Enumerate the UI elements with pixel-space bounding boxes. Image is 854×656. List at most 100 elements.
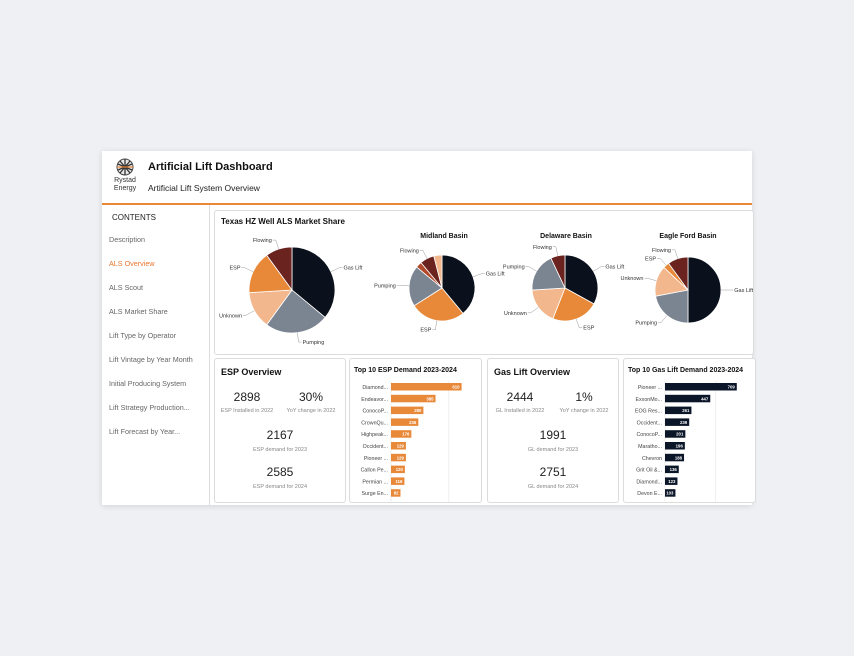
gl-overview-panel: Gas Lift Overview 2444 GL Installed in 2…	[487, 358, 619, 503]
esp_demand-bar[interactable]	[391, 442, 406, 450]
midland-pie-leader-gas-lift	[472, 273, 485, 278]
dashboard-card: Rystad Energy Artificial Lift Dashboard …	[102, 151, 756, 505]
delaware-pie-leader-gas-lift	[593, 266, 605, 272]
texas-pie-label-pumping: Pumping	[303, 340, 325, 346]
sidebar-item-lift-strategy-production[interactable]: Lift Strategy Production...	[109, 403, 190, 412]
esp_demand-bar[interactable]	[391, 418, 419, 426]
gl-demand-2024-label: GL demand for 2024	[527, 484, 579, 490]
dashboard-header: Rystad Energy Artificial Lift Dashboard …	[102, 151, 752, 205]
sidebar-item-initial-producing-system[interactable]: Initial Producing System	[109, 379, 187, 388]
sidebar-item-als-scout[interactable]: ALS Scout	[109, 283, 143, 292]
esp_demand-category-label: CrownQu...	[361, 420, 388, 426]
sidebar-item-als-market-share[interactable]: ALS Market Share	[109, 307, 168, 316]
delaware-pie-slice-gas-lift[interactable]	[564, 254, 599, 305]
esp_demand-category-label: Diamond...	[362, 385, 388, 391]
delaware-pie-label-flowing: Flowing	[533, 245, 552, 251]
texas-pie-label-gas-lift: Gas Lift	[343, 266, 362, 272]
market-share-panel: Texas HZ Well ALS Market Share Midland B…	[214, 210, 754, 355]
midland-basin-title: Midland Basin	[420, 233, 468, 240]
texas-pie-label-flowing: Flowing	[253, 238, 272, 244]
esp-demand-bar-chart: Top 10 ESP Demand 2023-20240500Diamond..…	[354, 367, 462, 502]
gl_demand-bar[interactable]	[665, 442, 685, 450]
eagle_ford-pie-slice-pumping[interactable]	[655, 289, 689, 324]
eagle_ford-pie-leader-flowing	[671, 249, 679, 259]
gl_demand-bar[interactable]	[665, 477, 678, 485]
esp_demand-bar[interactable]	[391, 383, 462, 391]
texas-pie-label-unknown: Unknown	[219, 313, 242, 319]
delaware-pie-leader-esp	[575, 318, 583, 328]
midland-pie-label-pumping: Pumping	[374, 283, 396, 289]
esp_demand-category-label: Pioneer ...	[364, 456, 388, 462]
gl_demand-bar[interactable]	[665, 394, 711, 403]
texas-pie-label-esp: ESP	[230, 266, 241, 272]
sidebar-item-als-overview[interactable]: ALS Overview	[109, 259, 155, 268]
gl_demand-bar-value-label: 136	[670, 467, 678, 472]
gl-demand-bar-chart: Top 10 Gas Lift Demand 2023-20240500Pion…	[628, 367, 743, 502]
esp_demand-category-label: Endeavor...	[361, 397, 388, 403]
texas-pie-leader-flowing	[272, 239, 279, 250]
delaware-pie-leader-flowing	[552, 246, 559, 256]
market-share-pie-charts: Gas Lift Pumping Unknown ESP Flowing Gas Lift…	[219, 238, 753, 346]
esp_demand-category-label: Highpeak...	[361, 432, 388, 438]
gl_demand-bar[interactable]	[665, 453, 685, 462]
esp_demand-bar[interactable]	[391, 465, 405, 474]
gl_demand-bar[interactable]	[665, 418, 690, 426]
esp_demand-category-label: Callon Pe...	[361, 468, 388, 474]
gl_demand-category-label: EOG Res...	[635, 409, 662, 415]
texas-pie-leader-unknown	[243, 310, 255, 316]
esp-yoy-value: 30%	[298, 390, 324, 404]
esp_demand-bar[interactable]	[391, 453, 406, 462]
esp_demand-bar[interactable]	[391, 477, 405, 485]
midland-pie-label-gas-lift: Gas Lift	[486, 272, 505, 278]
esp-demand-panel: Top 10 ESP Demand 2023-20240500Diamond..…	[349, 358, 482, 503]
gl-demand-2023-value: 1991	[539, 428, 567, 442]
esp_demand-bar-value-label: 236	[409, 420, 417, 425]
esp-overview-title: ESP Overview	[221, 367, 282, 377]
sidebar-item-lift-type-by-operator[interactable]: Lift Type by Operator	[109, 331, 176, 340]
esp_demand-bar[interactable]	[391, 430, 412, 438]
midland-pie-label-esp: ESP	[420, 328, 431, 334]
midland-pie-slice-pumping[interactable]	[408, 266, 443, 307]
esp-installed-label: ESP Installed in 2022	[220, 408, 274, 414]
sidebar-item-lift-vintage[interactable]: Lift Vintage by Year Month	[109, 355, 193, 364]
gl_demand-bar[interactable]	[665, 406, 692, 415]
gl-demand-2023-label: GL demand for 2023	[527, 447, 579, 453]
gl_demand-bar-value-label: 123	[668, 479, 676, 484]
esp_demand-bar-value-label: 129	[397, 444, 405, 449]
esp_demand-category-label: ConocoP...	[362, 409, 388, 415]
esp-demand-2024-label: ESP demand for 2024	[252, 484, 308, 490]
eagle_ford-pie-slice-gas-lift[interactable]	[687, 256, 722, 324]
sidebar-item-description[interactable]: Description	[109, 235, 145, 244]
gl-demand-2024-value: 2751	[539, 465, 567, 479]
eagle-ford-basin-title: Eagle Ford Basin	[659, 233, 717, 240]
esp_demand-bar[interactable]	[391, 489, 401, 497]
esp_demand-bar-value-label: 120	[396, 467, 404, 472]
esp-overview-panel: ESP Overview 2898 ESP Installed in 2022 …	[214, 358, 346, 503]
eagle_ford-pie-leader-esp	[657, 258, 667, 266]
esp_demand-bar[interactable]	[391, 394, 436, 403]
eagle_ford-pie-slice-flowing[interactable]	[668, 256, 689, 292]
gl_demand-bar[interactable]	[665, 489, 676, 497]
esp_demand-bar[interactable]	[391, 406, 424, 415]
gl_demand-bar-value-label: 239	[680, 420, 688, 425]
gl_demand-category-label: Maratho...	[638, 444, 662, 450]
logo-text-energy: Energy	[113, 185, 137, 192]
esp_demand-chart-title: Top 10 ESP Demand 2023-2024	[354, 367, 457, 374]
eagle_ford-pie-label-esp: ESP	[645, 256, 656, 262]
midland-pie-slice-gas-lift[interactable]	[441, 254, 476, 314]
gl_demand-bar[interactable]	[665, 383, 737, 391]
midland-pie-slice-other[interactable]	[433, 254, 443, 289]
texas-pie-leader-pumping	[297, 332, 302, 343]
esp_demand-bar-value-label: 385	[426, 396, 434, 401]
gl_demand-bar[interactable]	[665, 430, 686, 438]
texas-pie-slice-gas-lift[interactable]	[291, 246, 336, 318]
texas-pie-leader-gas-lift	[330, 267, 343, 272]
delaware-pie-slice-pumping[interactable]	[531, 257, 566, 291]
gl_demand-bar[interactable]	[665, 465, 679, 474]
esp_demand-bar-value-label: 82	[394, 491, 399, 496]
esp-demand-2023-value: 2167	[266, 428, 294, 442]
texas-pie-slice-flowing[interactable]	[266, 246, 293, 292]
gl-yoy-value: 1%	[575, 390, 593, 404]
sidebar-item-lift-forecast[interactable]: Lift Forecast by Year...	[109, 427, 181, 436]
esp_demand-bar-value-label: 610	[452, 385, 460, 390]
